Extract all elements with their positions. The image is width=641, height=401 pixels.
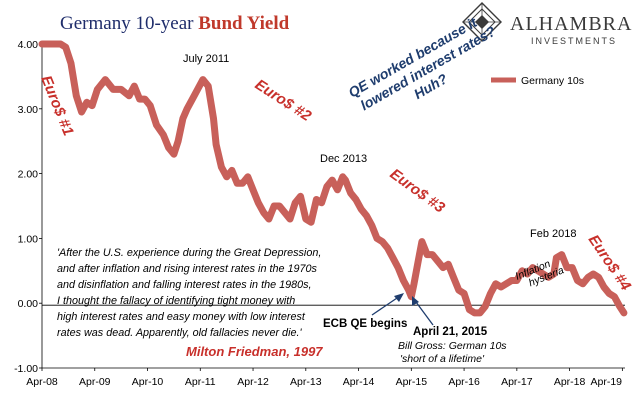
annotation-april-2015: April 21, 2015 [413, 326, 488, 338]
y-ticks: 4.00 3.00 2.00 1.00 0.00 -1.00 [14, 39, 42, 375]
annotation-euro-3: Euro$ #3 [387, 165, 449, 216]
quote-line-6: rates was dead. Apparently, old fallacie… [57, 327, 302, 339]
x-tick-label: Apr-19 [590, 376, 622, 388]
y-tick-label: 4.00 [18, 39, 39, 51]
annotation-gross-1: Bill Gross: German 10s [398, 340, 507, 352]
quote-line-2: and after inflation and rising interest … [57, 263, 317, 275]
legend-label: Germany 10s [521, 75, 584, 87]
annotation-ecb-qe: ECB QE begins [323, 318, 407, 330]
quote-line-4: I thought the fallacy of identifying tig… [57, 295, 295, 307]
title-part-1: Germany 10-year [60, 13, 198, 34]
quote-line-3: and disinflation and falling interest ra… [57, 279, 312, 291]
x-tick-label: Apr-18 [554, 376, 586, 388]
x-tick-label: Apr-11 [185, 376, 216, 388]
x-tick-label: Apr-08 [26, 376, 58, 388]
legend: Germany 10s [491, 75, 584, 87]
x-tick-label: Apr-15 [396, 376, 428, 388]
logo-diamond-icon [462, 2, 502, 42]
friedman-quote: 'After the U.S. experience during the Gr… [57, 247, 321, 339]
ecb-arrow [371, 295, 401, 316]
plot-area [41, 44, 625, 369]
quote-line-1: 'After the U.S. experience during the Gr… [57, 247, 321, 259]
x-tick-label: Apr-10 [132, 376, 164, 388]
x-tick-label: Apr-13 [290, 376, 322, 388]
x-tick-label: Apr-14 [343, 376, 375, 388]
y-tick-label: 3.00 [18, 104, 39, 116]
quote-line-5: high interest rates and easy money with … [57, 311, 306, 323]
title-part-2: Bund Yield [198, 13, 289, 34]
quote-attribution: Milton Friedman, 1997 [186, 344, 323, 359]
alhambra-logo: ALHAMBRA INVESTMENTS [462, 2, 632, 46]
x-ticks: Apr-08 Apr-09 Apr-10 Apr-11 Apr-12 Apr-13 Apr-… [26, 368, 623, 388]
ecb-arrowhead-icon [394, 293, 404, 302]
annotation-euro-2: Euro$ #2 [252, 76, 315, 125]
annotation-july-2011: July 2011 [183, 53, 229, 65]
series-line-germany-10s [38, 40, 628, 317]
x-tick-label: Apr-16 [448, 376, 480, 388]
x-tick-label: Apr-17 [501, 376, 533, 388]
qe-question: QE worked because it lowered interest ra… [346, 13, 499, 113]
annotation-euro-4: Euro$ #4 [585, 232, 635, 295]
annotation-dec-2013: Dec 2013 [320, 153, 367, 165]
y-tick-label: 0.00 [18, 298, 39, 310]
x-tick-label: Apr-09 [79, 376, 111, 388]
logo-sub: INVESTMENTS [531, 36, 617, 46]
annotation-gross-2: 'short of a lifetime' [400, 353, 485, 365]
x-tick-label: Apr-12 [237, 376, 269, 388]
chart-title: Germany 10-year Bund Yield [60, 13, 290, 34]
logo-name: ALHAMBRA [510, 13, 632, 35]
annotation-feb-2018: Feb 2018 [530, 228, 576, 240]
y-tick-label: 1.00 [18, 233, 39, 245]
april-arrow [415, 301, 434, 326]
april-arrowhead-icon [412, 296, 419, 306]
y-tick-label: 2.00 [18, 169, 39, 181]
y-tick-label: -1.00 [14, 363, 38, 375]
